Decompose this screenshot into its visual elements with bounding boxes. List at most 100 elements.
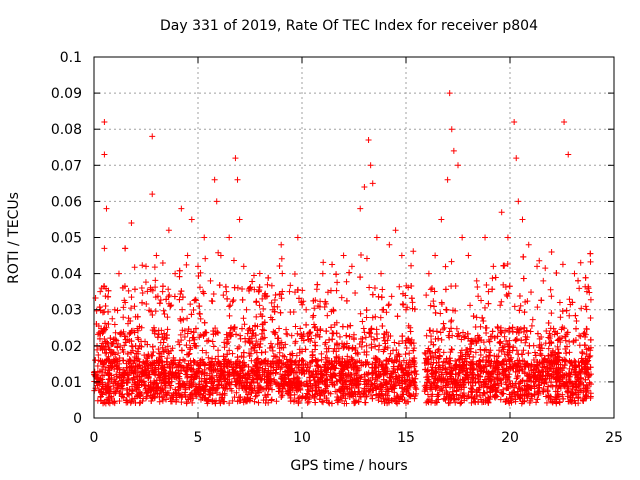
data-point: [335, 345, 342, 352]
data-point: [372, 343, 379, 350]
data-point: [116, 355, 123, 362]
data-point: [324, 289, 331, 296]
data-point: [576, 332, 583, 339]
data-point: [502, 356, 509, 363]
data-point: [369, 314, 376, 321]
data-point: [325, 389, 332, 396]
data-point: [480, 317, 487, 324]
data-point: [92, 385, 99, 392]
data-point: [472, 323, 479, 330]
data-point: [503, 291, 510, 298]
data-point: [368, 325, 375, 332]
data-point: [128, 294, 135, 301]
data-point: [448, 346, 455, 353]
data-point: [557, 314, 564, 321]
data-point: [477, 346, 484, 353]
data-point: [197, 269, 204, 276]
data-point: [252, 393, 259, 400]
data-point: [199, 347, 206, 354]
data-point: [164, 326, 171, 333]
data-point: [394, 392, 401, 399]
data-point: [442, 359, 449, 366]
data-point: [548, 293, 555, 300]
data-point: [149, 343, 156, 350]
data-point: [104, 339, 111, 346]
data-point: [583, 306, 590, 313]
data-point: [228, 361, 235, 368]
data-point: [192, 296, 199, 303]
data-point: [260, 305, 267, 312]
data-point: [269, 386, 276, 393]
data-point: [278, 255, 285, 262]
data-point: [587, 371, 594, 378]
data-point: [365, 137, 372, 144]
data-point: [372, 313, 379, 320]
data-point: [408, 295, 415, 302]
data-point: [519, 216, 526, 223]
data-point: [330, 348, 337, 355]
data-point: [145, 351, 152, 358]
data-point: [122, 245, 129, 252]
data-point: [443, 307, 450, 314]
data-point: [587, 296, 594, 303]
data-point: [106, 400, 113, 407]
data-point: [189, 381, 196, 388]
data-point: [276, 262, 283, 269]
data-point: [440, 349, 447, 356]
data-point: [582, 274, 589, 281]
data-point: [305, 398, 312, 405]
data-point: [203, 349, 210, 356]
data-point: [487, 362, 494, 369]
data-point: [340, 344, 347, 351]
data-point: [531, 349, 538, 356]
data-point: [311, 339, 318, 346]
data-point: [299, 357, 306, 364]
data-point: [268, 396, 275, 403]
data-point: [587, 314, 594, 321]
data-point: [485, 288, 492, 295]
data-point: [435, 335, 442, 342]
data-point: [520, 347, 527, 354]
data-point: [522, 387, 529, 394]
data-point: [506, 337, 513, 344]
data-point: [299, 348, 306, 355]
data-point: [412, 384, 419, 391]
data-point: [402, 351, 409, 358]
data-point: [429, 391, 436, 398]
data-point: [149, 352, 156, 359]
data-point: [522, 298, 529, 305]
data-point: [433, 368, 440, 375]
data-point: [126, 331, 133, 338]
data-point: [176, 341, 183, 348]
chart-title: Day 331 of 2019, Rate Of TEC Index for r…: [160, 18, 538, 34]
data-point: [178, 399, 185, 406]
data-point: [251, 398, 258, 405]
data-point: [141, 352, 148, 359]
data-point: [139, 299, 146, 306]
data-point: [452, 399, 459, 406]
data-point: [396, 283, 403, 290]
data-point: [421, 349, 428, 356]
data-point: [230, 257, 237, 264]
data-point: [156, 300, 163, 307]
data-point: [232, 155, 239, 162]
data-point: [563, 350, 570, 357]
data-point: [360, 325, 367, 332]
data-point: [158, 387, 165, 394]
data-point: [279, 288, 286, 295]
data-point: [181, 327, 188, 334]
data-point: [109, 315, 116, 322]
data-point: [491, 381, 498, 388]
data-point: [357, 205, 364, 212]
data-point: [227, 302, 234, 309]
data-point: [425, 270, 432, 277]
data-point: [171, 293, 178, 300]
data-point: [474, 284, 481, 291]
data-point: [534, 330, 541, 337]
data-point: [128, 305, 135, 312]
data-point: [379, 286, 386, 293]
data-point: [152, 284, 159, 291]
data-point: [256, 270, 263, 277]
data-point: [380, 334, 387, 341]
